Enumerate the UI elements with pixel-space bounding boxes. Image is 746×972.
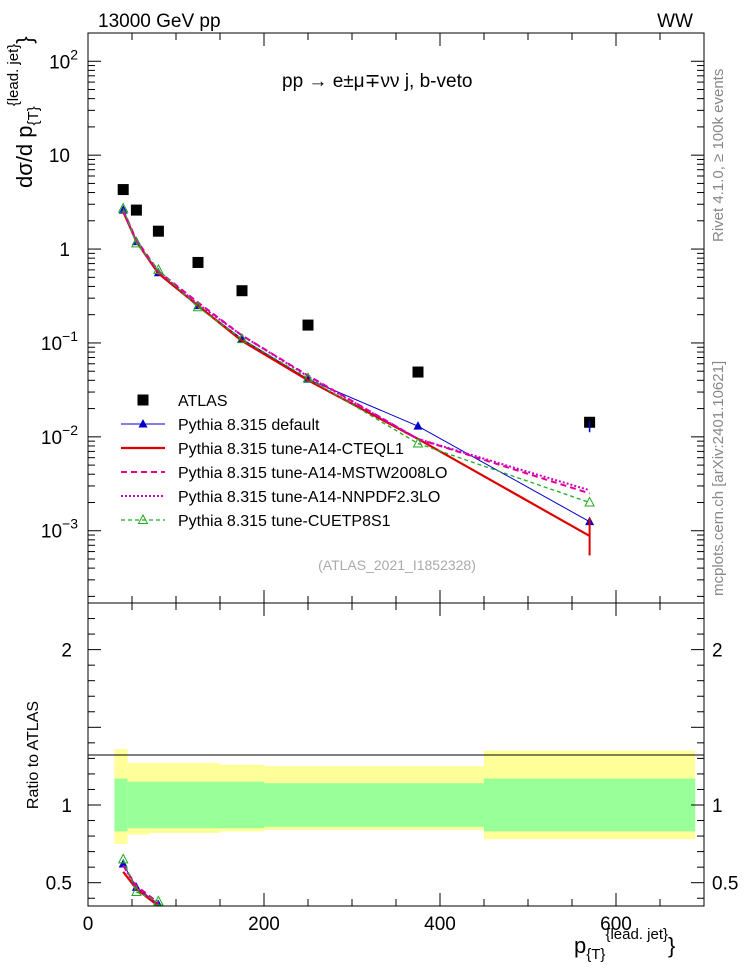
legend-label: Pythia 8.315 tune-A14-MSTW2008LO [178, 465, 447, 482]
ratio-point [153, 895, 164, 906]
main-series-layer [117, 184, 596, 556]
ratio-band-inner [176, 781, 220, 829]
ratio-point [117, 853, 129, 864]
data-point [412, 366, 424, 378]
ratio-y-tick-label-right: 2 [712, 641, 723, 662]
main-title: pp → e±μ∓νν j, b-veto [282, 71, 472, 92]
y-tick-label: 10−1 [41, 328, 78, 355]
ratio-point [131, 885, 142, 897]
x-tick-label: 600 [600, 914, 632, 935]
series-line [122, 208, 590, 504]
x-tick-label: 400 [424, 914, 456, 935]
main-y-ticks: 10−3 10−2 10−1 1 10 102 [41, 32, 704, 597]
legend: ATLAS Pythia 8.315 default Pythia 8.315 tu… [121, 393, 447, 530]
mcplots-label: mcplots.cern.ch [arXiv:2401.10621] [710, 361, 727, 596]
ratio-lines [117, 853, 164, 906]
ratio-series-green-dashed [117, 853, 164, 906]
data-point [302, 372, 314, 383]
ratio-line [122, 871, 160, 906]
ratio-y-tick-label-right: 0.5 [712, 874, 738, 895]
main-panel: 10−3 10−2 10−1 1 10 102 pp → e±μ∓νν j, b-veto… [5, 32, 705, 604]
ratio-x-ticks: 0 200 400 600 [83, 603, 705, 935]
ratio-y-ticks: 0.5 0.5 1 1 2 2 [46, 618, 738, 899]
ratio-band-inner [264, 783, 352, 827]
data-point [117, 202, 129, 213]
ratio-band-inner [484, 778, 696, 832]
data-point [413, 421, 423, 430]
legend-label: Pythia 8.315 default [178, 417, 320, 434]
data-point [153, 263, 164, 274]
data-point [236, 285, 248, 297]
legend-label: ATLAS [178, 393, 228, 410]
y-tick-label: 10 [49, 146, 70, 167]
y-tick-label: 10−2 [41, 422, 78, 449]
legend-marker [137, 394, 149, 406]
data-point [584, 496, 595, 507]
data-point [192, 256, 204, 268]
legend-label: Pythia 8.315 tune-A14-NNPDF2.3LO [178, 489, 440, 506]
ratio-y-axis-label: Ratio to ATLAS [25, 701, 42, 809]
ratio-y-tick-label: 0.5 [46, 874, 72, 895]
ratio-y-tick-label: 1 [61, 796, 72, 817]
rivet-label: Rivet 4.1.0, ≥ 100k events [710, 69, 727, 242]
x-tick-label: 0 [83, 914, 94, 935]
data-point [117, 184, 129, 196]
ratio-line [122, 865, 160, 904]
ratio-series-magenta-dashed [122, 865, 160, 904]
y-tick-label: 102 [49, 46, 78, 73]
ratio-band-inner [220, 781, 264, 829]
ratio-line [122, 859, 159, 902]
ratio-bands [114, 749, 696, 844]
ratio-band-inner [127, 781, 150, 829]
data-point [192, 301, 204, 312]
ratio-band-inner [352, 783, 484, 827]
process-label: WW [657, 11, 693, 32]
y-tick-label: 10−3 [41, 516, 78, 543]
ratio-y-tick-label-right: 1 [712, 796, 723, 817]
legend-label: Pythia 8.315 tune-A14-CTEQL1 [178, 441, 404, 458]
series-green-dashed [117, 202, 595, 507]
ratio-band-inner [114, 778, 128, 832]
y-tick-label: 1 [59, 240, 70, 261]
data-point [236, 332, 248, 344]
x-tick-label: 200 [248, 914, 280, 935]
x-axis-label: p{T}{lead. jet}} [574, 926, 675, 963]
legend-label: Pythia 8.315 tune-CUETP8S1 [178, 513, 391, 530]
series-data [117, 184, 596, 428]
ratio-series-red-solid [122, 871, 160, 906]
main-y-axis-label: dσ/d p{T}{lead. jet}} [5, 36, 42, 188]
ratio-band-inner [149, 781, 176, 829]
data-point [412, 437, 424, 448]
data-point [130, 204, 142, 216]
data-point [152, 225, 164, 237]
main-x-ticks [87, 33, 705, 603]
legend-marker [138, 419, 148, 428]
data-point [131, 237, 142, 248]
chart-annotation: (ATLAS_2021_I1852328) [318, 557, 476, 573]
ratio-y-tick-label: 2 [61, 641, 72, 662]
ratio-panel: 0.5 0.5 1 1 2 2 0 200 400 600 Ratio to ATLAS p{T… [25, 602, 738, 963]
energy-label: 13000 GeV pp [98, 11, 221, 32]
data-point [302, 319, 314, 331]
legend-marker [137, 513, 149, 524]
